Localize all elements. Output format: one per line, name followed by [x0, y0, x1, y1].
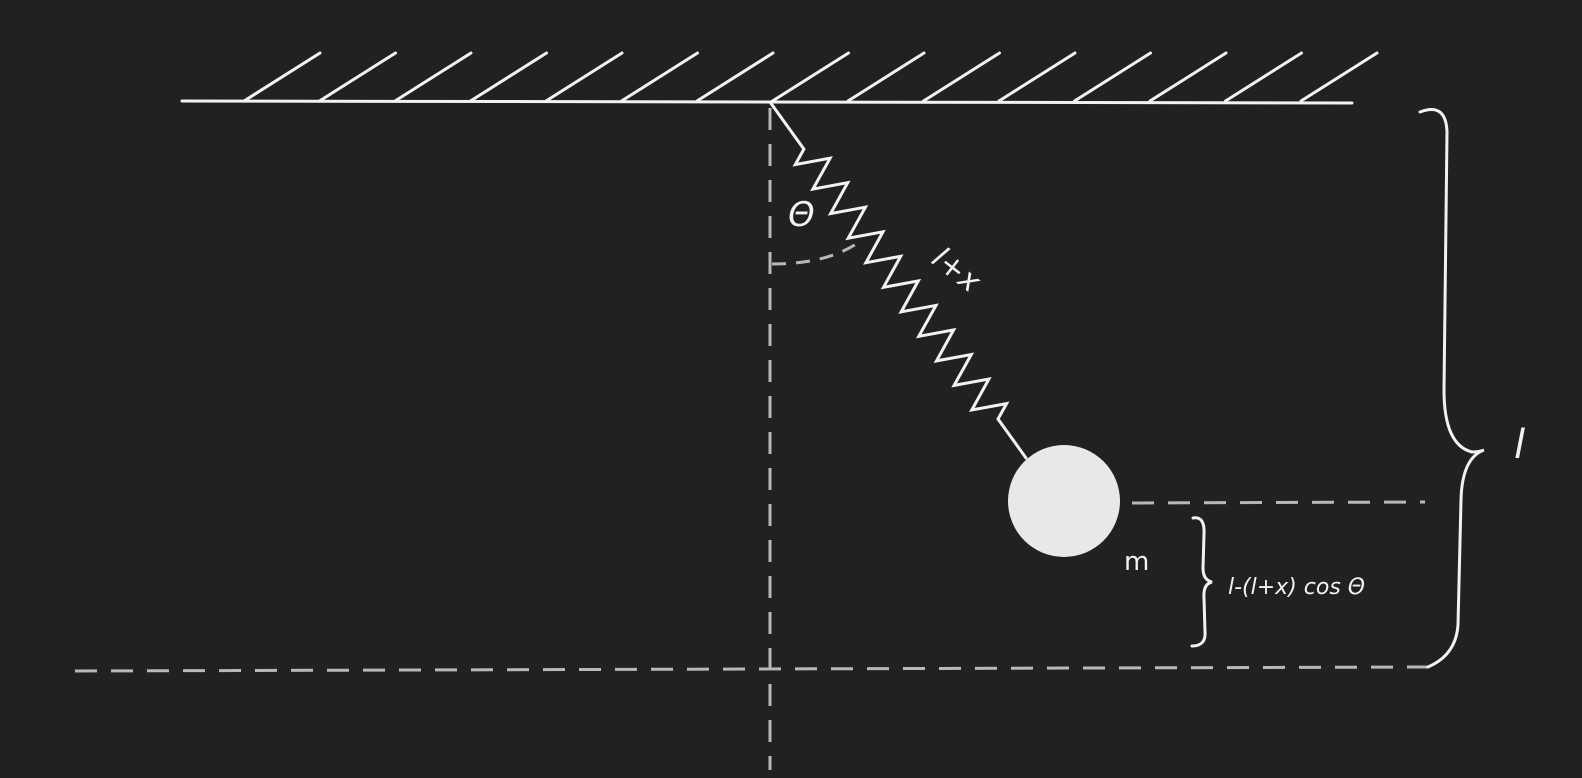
rest-level-line	[74, 665, 1429, 673]
ceiling-hatch-mark	[620, 51, 699, 103]
ceiling-hatch-mark	[771, 51, 850, 103]
ceiling-hatch-mark	[1224, 51, 1303, 103]
ceiling-hatch-mark	[1073, 51, 1152, 103]
ceiling-hatching	[242, 51, 1379, 103]
angle-label: Θ	[788, 195, 815, 235]
height-brace	[1190, 516, 1213, 648]
spring	[768, 100, 1028, 460]
ceiling-hatch-mark	[1299, 51, 1379, 103]
ceiling	[180, 51, 1379, 105]
ceiling-hatch-mark	[393, 51, 473, 103]
ceiling-hatch-mark	[922, 51, 1001, 103]
ceiling-hatch-mark	[997, 51, 1077, 103]
ceiling-line	[180, 99, 1354, 105]
ceiling-hatch-mark	[318, 51, 397, 103]
ceiling-hatch-mark	[242, 51, 322, 103]
ceiling-hatch-mark	[544, 51, 624, 103]
ceiling-hatch-mark	[695, 51, 775, 103]
ceiling-hatch-mark	[846, 51, 926, 103]
ceiling-hatch-mark	[1148, 51, 1228, 103]
rest-length-label: l	[1514, 422, 1525, 468]
mass-level-line	[1131, 500, 1426, 505]
spring-length-label: l+x	[925, 241, 987, 300]
angle-arc	[771, 238, 863, 266]
height-label: l-(l+x) cos Θ	[1228, 575, 1365, 600]
rest-length-brace	[1418, 108, 1485, 669]
mass-bob	[1008, 445, 1120, 557]
ceiling-hatch-mark	[469, 51, 548, 103]
mass-label: m	[1124, 547, 1149, 577]
